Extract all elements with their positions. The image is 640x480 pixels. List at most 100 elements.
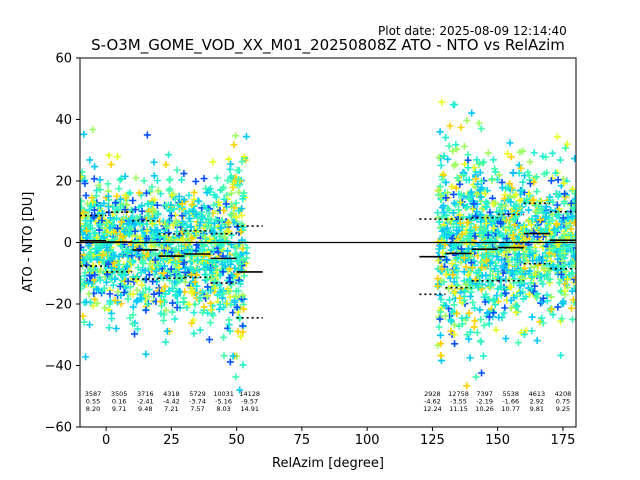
scatter-point xyxy=(554,176,562,184)
scatter-point xyxy=(520,223,528,231)
scatter-point xyxy=(112,325,120,333)
scatter-point xyxy=(561,280,569,288)
scatter-point xyxy=(236,260,244,268)
scatter-point xyxy=(568,242,576,250)
scatter-point xyxy=(464,235,472,243)
scatter-point xyxy=(151,240,159,248)
bin-count-label: 3587 xyxy=(85,390,102,398)
scatter-point xyxy=(190,309,198,317)
scatter-point xyxy=(547,293,555,301)
scatter-point xyxy=(525,290,533,298)
scatter-point xyxy=(568,212,576,220)
scatter-point xyxy=(174,275,182,283)
scatter-point xyxy=(178,212,186,220)
scatter-point xyxy=(455,206,463,214)
bin-count-label: 2928 xyxy=(424,390,441,398)
scatter-point xyxy=(509,216,517,224)
scatter-point xyxy=(502,202,510,210)
scatter-point xyxy=(444,216,452,224)
scatter-point xyxy=(477,125,485,133)
scatter-point xyxy=(543,252,551,260)
scatter-point xyxy=(458,230,466,238)
scatter-point xyxy=(542,225,550,233)
bin-std-label: 7.57 xyxy=(190,405,204,413)
scatter-point xyxy=(437,295,445,303)
scatter-point xyxy=(474,180,482,188)
scatter-point xyxy=(225,274,233,282)
scatter-point xyxy=(171,292,179,300)
scatter-point xyxy=(131,206,139,214)
scatter-point xyxy=(509,231,517,239)
scatter-point xyxy=(448,260,456,268)
scatter-point xyxy=(125,219,133,227)
scatter-point xyxy=(226,358,234,366)
scatter-point xyxy=(137,294,145,302)
x-tick-label: 100 xyxy=(355,433,380,448)
scatter-point xyxy=(482,271,490,279)
scatter-point xyxy=(156,233,164,241)
scatter-point xyxy=(463,331,471,339)
scatter-point xyxy=(108,315,116,323)
scatter-point xyxy=(435,323,443,331)
scatter-point xyxy=(233,181,241,189)
scatter-point xyxy=(439,249,447,257)
scatter-point xyxy=(470,323,478,331)
scatter-point xyxy=(457,123,465,131)
scatter-point xyxy=(531,282,539,290)
scatter-point xyxy=(154,187,162,195)
scatter-point xyxy=(549,149,556,157)
scatter-point xyxy=(519,243,527,251)
scatter-point xyxy=(220,303,228,311)
scatter-point xyxy=(512,303,520,311)
x-tick-label: 50 xyxy=(228,433,245,448)
scatter-point xyxy=(489,200,497,208)
scatter-point xyxy=(438,98,446,106)
scatter-point xyxy=(467,259,475,267)
scatter-point xyxy=(220,352,228,360)
scatter-point xyxy=(511,261,519,269)
scatter-point xyxy=(82,353,90,361)
scatter-point xyxy=(443,256,451,264)
scatter-point xyxy=(447,327,455,335)
scatter-point xyxy=(104,252,112,260)
bin-mean-label: -4.42 xyxy=(163,398,180,406)
scatter-point xyxy=(485,313,493,321)
scatter-point xyxy=(456,180,464,188)
scatter-point xyxy=(136,234,144,242)
scatter-point xyxy=(473,329,481,337)
scatter-point xyxy=(213,174,221,182)
scatter-point xyxy=(177,242,185,250)
scatter-point xyxy=(514,339,522,347)
scatter-point xyxy=(138,215,146,223)
scatter-point xyxy=(435,153,443,161)
scatter-point xyxy=(216,301,224,309)
x-tick-label: 25 xyxy=(163,433,180,448)
scatter-point xyxy=(97,202,105,210)
scatter-point xyxy=(121,191,129,199)
scatter-point xyxy=(167,265,175,273)
scatter-point xyxy=(148,220,156,228)
scatter-point xyxy=(448,183,456,191)
scatter-point xyxy=(80,208,87,216)
scatter-point xyxy=(190,329,198,337)
scatter-point xyxy=(86,321,94,329)
scatter-point xyxy=(549,311,557,319)
scatter-point xyxy=(203,275,211,283)
scatter-point xyxy=(559,214,567,222)
y-axis-ticks: −60 −40 −20 0 20 40 60 xyxy=(45,52,80,436)
scatter-point xyxy=(204,309,212,317)
scatter-point xyxy=(493,253,501,261)
scatter-point xyxy=(142,189,150,197)
scatter-point xyxy=(188,234,196,242)
scatter-point xyxy=(460,142,468,150)
bin-mean-label: 2.92 xyxy=(530,398,544,406)
scatter-point xyxy=(561,193,569,201)
scatter-point xyxy=(505,258,513,266)
scatter-point xyxy=(450,190,458,198)
scatter-point xyxy=(82,298,90,306)
scatter-point xyxy=(178,176,186,184)
scatter-point xyxy=(444,204,452,212)
scatter-point xyxy=(209,158,217,166)
scatter-point xyxy=(200,303,208,311)
